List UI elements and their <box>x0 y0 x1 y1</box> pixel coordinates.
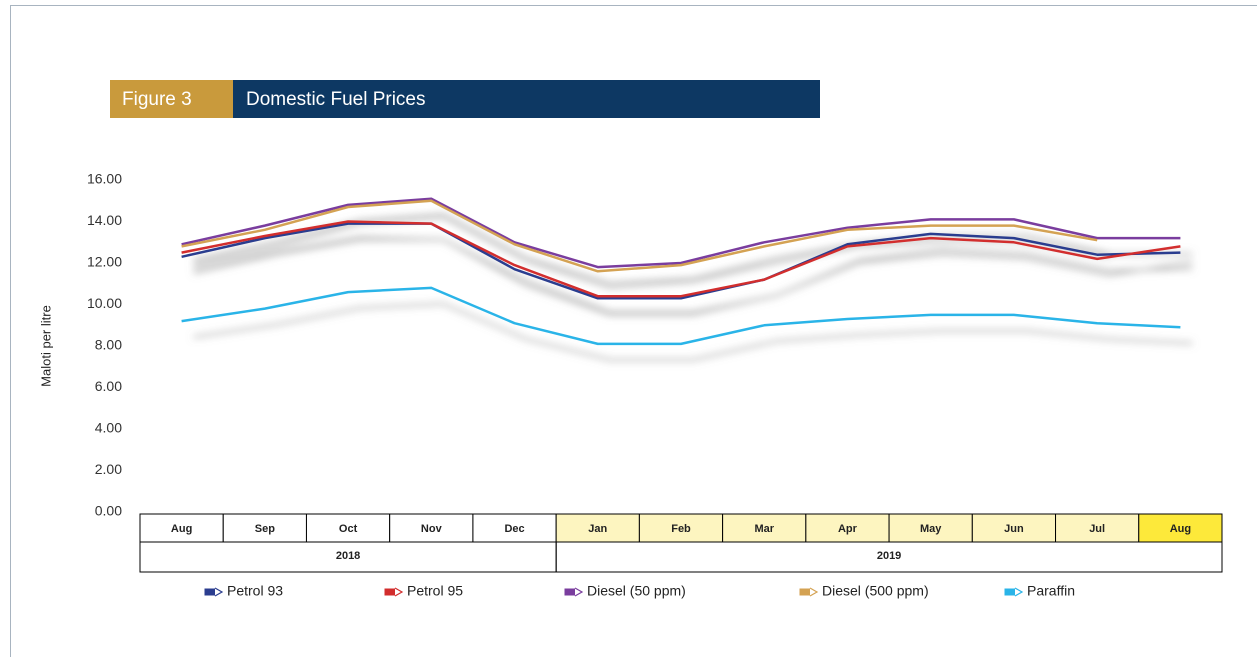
title-box <box>233 80 820 118</box>
series-line <box>181 199 1098 273</box>
legend-icon-tip <box>809 587 819 597</box>
legend-label: Petrol 95 <box>407 583 463 599</box>
x-tick-label: Mar <box>754 523 774 535</box>
frame <box>10 5 1257 657</box>
year-label: 2018 <box>336 550 360 562</box>
x-tick-label: Aug <box>171 523 192 535</box>
x-tick-label: Aug <box>1170 523 1191 535</box>
legend-label: Diesel (500 ppm) <box>822 583 929 599</box>
x-tick-label: Jul <box>1089 523 1105 535</box>
chart-title: Domestic Fuel Prices <box>246 89 426 110</box>
y-tick-label: 4.00 <box>95 420 122 436</box>
lines <box>181 197 1181 346</box>
legend-icon-tip <box>394 587 404 597</box>
x-tick-label: Apr <box>838 523 858 535</box>
figure-label-box <box>110 80 233 118</box>
y-tick-label: 0.00 <box>95 503 122 519</box>
series-line <box>181 222 1181 300</box>
category-cell <box>971 513 1057 543</box>
series-line <box>181 286 1181 346</box>
x-tick-label: Dec <box>504 523 524 535</box>
x-tick-label: Feb <box>671 523 691 535</box>
y-tick-label: 2.00 <box>95 461 122 477</box>
category-cell <box>222 513 307 543</box>
year-cell <box>555 541 1223 573</box>
category-cell <box>555 513 640 543</box>
category-cell <box>888 513 973 543</box>
category-cell <box>1138 513 1223 543</box>
x-tick-label: May <box>920 523 942 535</box>
x-tick-label: Jun <box>1004 523 1024 535</box>
x-tick-label: Jan <box>588 523 607 535</box>
category-cell <box>722 513 807 543</box>
series-line <box>181 220 1181 298</box>
y-tick-label: 14.00 <box>87 212 122 228</box>
y-axis-label: Maloti per litre <box>38 305 53 387</box>
legend-icon-tip <box>214 587 224 597</box>
y-tick-label: 6.00 <box>95 378 122 394</box>
y-tick-label: 10.00 <box>87 295 122 311</box>
category-cell <box>305 513 391 543</box>
legend-icon-tip <box>574 587 584 597</box>
x-tick-label: Oct <box>339 523 358 535</box>
y-tick-label: 16.00 <box>87 171 122 187</box>
category-cell <box>1055 513 1140 543</box>
series-line <box>181 197 1181 269</box>
year-label: 2019 <box>877 550 901 562</box>
figure-label: Figure 3 <box>122 89 192 110</box>
legend-label: Petrol 93 <box>227 583 283 599</box>
legend-label: Paraffin <box>1027 583 1075 599</box>
category-cell <box>472 513 557 543</box>
y-tick-label: 12.00 <box>87 254 122 270</box>
x-tick-label: Nov <box>421 523 443 535</box>
y-tick-label: 8.00 <box>95 337 122 353</box>
x-tick-label: Sep <box>255 523 275 535</box>
legend-icon-tip <box>1014 587 1024 597</box>
legend-label: Diesel (50 ppm) <box>587 583 686 599</box>
category-cell <box>638 513 724 543</box>
